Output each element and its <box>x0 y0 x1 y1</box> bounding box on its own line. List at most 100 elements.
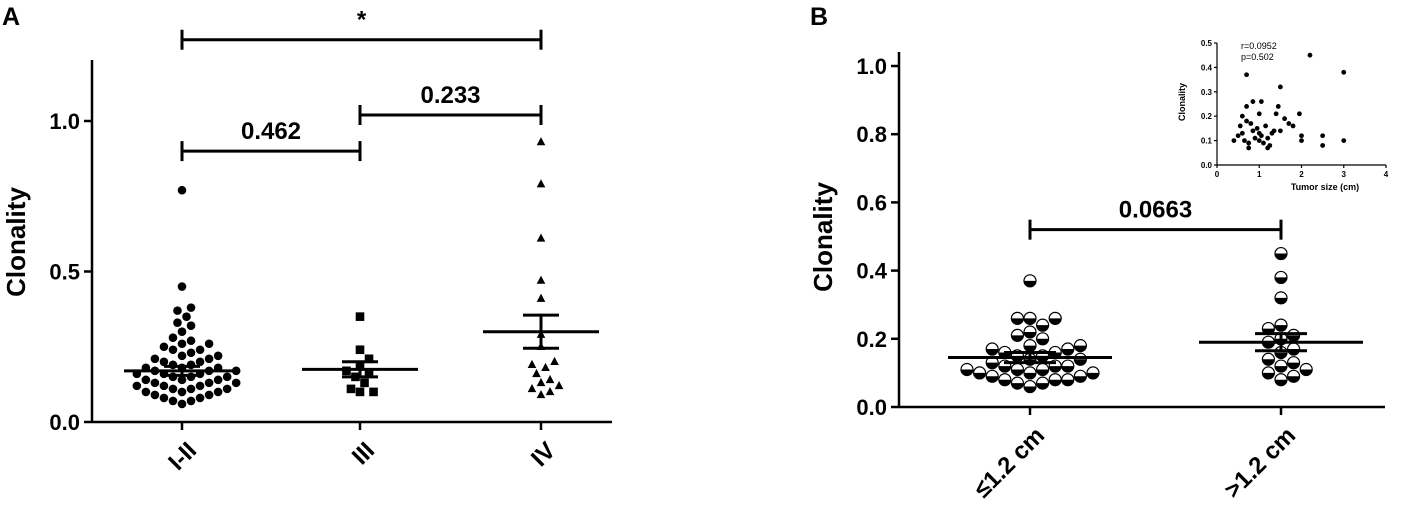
panel-a-point-i-ii-8 <box>213 387 223 397</box>
panel-b-point-1-2-cm-17-lower-half <box>986 362 999 369</box>
panel-b-point-1-2-cm-14 <box>1274 291 1288 305</box>
inset-x-axis-title: Tumor size (cm) <box>1291 182 1359 192</box>
panel-a-y-axis-title: Clonality <box>1 187 31 297</box>
panel-b-point-1-2-cm-0-outline <box>1023 379 1037 394</box>
panel-a-point-iii-6 <box>342 366 351 376</box>
panel-b-point-1-2-cm-1-lower-half <box>1287 376 1300 383</box>
panel-a-y-tick-label-0-0: 0.0 <box>49 410 80 435</box>
panel-b-point-1-2-cm-35-lower-half <box>1024 280 1036 287</box>
panel-b-point-1-2-cm-7-lower-half <box>1074 376 1087 383</box>
inset-r-annotation: r=0.0952 <box>1241 41 1277 51</box>
panel-b-point-1-2-cm-27 <box>1073 339 1088 353</box>
panel-b-point-1-2-cm-16 <box>1061 359 1075 373</box>
panel-a-point-iii-1 <box>369 387 378 397</box>
panel-b-point-1-2-cm-19-outline <box>1073 352 1088 366</box>
panel-b-y-tick-label-0-8: 0.8 <box>856 122 887 147</box>
panel-b: B Clonality 0.0 0.2 0.4 0.6 0.8 1.0 ≤1.2 cm >1.… <box>808 3 1389 504</box>
panel-a-point-i-ii-12 <box>222 384 232 394</box>
panel-b-y-axis-title: Clonality <box>808 182 838 292</box>
inset-point-5 <box>1242 138 1247 144</box>
panel-a-point-i-ii-47 <box>204 339 214 349</box>
panel-a-point-iv-2 <box>527 383 537 393</box>
panel-a-point-i-ii-41 <box>213 351 223 361</box>
inset-y-tick-label-0-3: 0.3 <box>1201 88 1213 97</box>
panel-a-point-iv-16 <box>536 137 546 146</box>
inset-y-tick-label-0-2: 0.2 <box>1201 112 1213 121</box>
panel-b-point-1-2-cm-12-lower-half <box>1011 369 1024 376</box>
panel-a-point-i-ii-42 <box>186 348 196 358</box>
panel-b-point-1-2-cm-13-lower-half <box>961 369 973 376</box>
panel-a-point-iv-1 <box>545 386 555 396</box>
panel-b-point-1-2-cm-2-lower-half <box>1011 383 1024 390</box>
panel-b-point-1-2-cm-28-outline <box>1035 332 1050 346</box>
panel-b-point-1-2-cm-34-lower-half <box>1049 318 1062 325</box>
inset-point-16 <box>1256 138 1262 144</box>
inset-point-29 <box>1275 104 1281 109</box>
inset-x-tick-label-2: 2 <box>1299 170 1304 179</box>
panel-a-point-i-ii-38 <box>204 354 214 364</box>
panel-a-point-i-ii-20 <box>213 375 223 385</box>
panel-b-point-1-2-cm-10-lower-half <box>1087 372 1099 379</box>
panel-b-point-1-2-cm-6-outline <box>985 369 999 383</box>
panel-b-point-1-2-cm-13-outline <box>960 362 974 377</box>
panel-a-point-i-ii-11 <box>168 384 178 394</box>
panel-b-point-1-2-cm-2-outline <box>1261 366 1276 380</box>
panel-b-point-1-2-cm-10 <box>1086 366 1100 380</box>
panel-b-point-1-2-cm-34 <box>1048 311 1062 325</box>
panel-a-point-i-ii-13 <box>195 381 205 391</box>
panel-b-point-1-2-cm-19 <box>1073 352 1088 366</box>
panel-a-point-i-ii-53 <box>182 312 191 321</box>
panel-a-x-tick-label-iii: III <box>347 437 380 470</box>
panel-b-point-1-2-cm-31-outline <box>1035 318 1050 332</box>
panel-a-point-i-ii-54 <box>173 306 182 315</box>
panel-b-point-1-2-cm-6 <box>985 369 999 383</box>
panel-b-point-1-2-cm-9 <box>972 366 987 380</box>
inset-point-10 <box>1246 145 1252 151</box>
panel-a-point-i-ii-23 <box>168 372 178 382</box>
inset-point-30 <box>1277 84 1283 90</box>
inset-point-27 <box>1271 128 1277 134</box>
panel-b-point-1-2-cm-0 <box>1274 373 1288 387</box>
panel-a-point-i-ii-0 <box>177 399 187 409</box>
panel-b-y-tick-label-0-0: 0.0 <box>856 395 887 420</box>
panel-b-x-tick-label-1-2-cm: >1.2 cm <box>1219 422 1301 504</box>
panel-b-point-1-2-cm-14-lower-half <box>1049 366 1062 373</box>
panel-a-point-i-ii-16 <box>204 378 214 388</box>
panel-a-axes: 0.0 0.5 1.0 I-II III IV <box>49 60 612 476</box>
panel-b-point-1-2-cm-8-outline <box>1023 366 1037 380</box>
inset-point-31 <box>1277 128 1283 134</box>
panel-a-point-iv-5 <box>545 374 555 384</box>
panel-b-point-1-2-cm-24 <box>1061 342 1075 356</box>
panel-a-point-i-ii-1 <box>186 396 196 406</box>
panel-a-point-i-ii-57 <box>177 185 187 195</box>
panel-a-point-i-ii-2 <box>168 396 178 406</box>
panel-a-point-i-ii-24 <box>222 372 232 382</box>
panel-a-marks: 0.462 0.233 * <box>124 7 599 409</box>
panel-b-point-1-2-cm-31-lower-half <box>1036 325 1049 332</box>
panel-a-point-iv-8 <box>527 359 537 369</box>
inset-point-18 <box>1256 111 1262 117</box>
panel-b-point-1-2-cm-12 <box>1010 362 1025 377</box>
panel-b-point-1-2-cm-27-lower-half <box>1074 345 1087 352</box>
panel-a-point-iv-4 <box>536 377 546 387</box>
panel-b-point-1-2-cm-4-outline <box>998 373 1012 387</box>
panel-a-point-i-ii-43 <box>168 345 178 355</box>
panel-b-point-1-2-cm-0-lower-half <box>1275 379 1287 386</box>
inset-point-40 <box>1320 143 1326 148</box>
panel-b-point-1-2-cm-3 <box>1299 362 1313 377</box>
panel-b-point-1-2-cm-31 <box>1035 318 1050 332</box>
panel-b-point-1-2-cm-32-lower-half <box>1024 318 1036 325</box>
panel-b-point-1-2-cm-14 <box>1048 359 1062 373</box>
panel-b-point-1-2-cm-0-lower-half <box>1024 386 1036 393</box>
panel-a-point-i-ii-5 <box>204 390 214 400</box>
panel-a-point-i-ii-48 <box>186 336 196 346</box>
panel-b-point-1-2-cm-3-lower-half <box>1300 369 1313 376</box>
panel-b-point-1-2-cm-16-outline <box>1274 246 1288 261</box>
panel-b-point-1-2-cm-28 <box>1035 332 1050 346</box>
panel-a-point-iv-6 <box>532 368 541 378</box>
panel-a-point-i-ii-17 <box>150 378 160 388</box>
panel-a-point-i-ii-3 <box>195 393 205 403</box>
panel-b-point-1-2-cm-11 <box>1035 362 1050 377</box>
inset-y-tick-label-0-0: 0.0 <box>1201 161 1213 170</box>
